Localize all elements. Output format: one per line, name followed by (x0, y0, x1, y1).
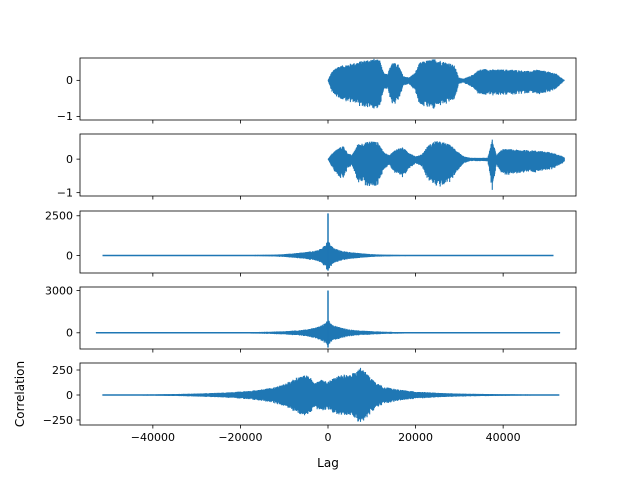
y-tick-label: 0 (66, 389, 73, 402)
x-tick-label: 40000 (486, 431, 521, 444)
panel-signal-1: 0 −1 (57, 57, 577, 124)
y-tick-label: 0 (66, 327, 73, 340)
y-axis: 0 −1 (57, 74, 80, 123)
x-axis: −40000 −20000 0 20000 40000 (131, 425, 521, 444)
y-axis-label: Correlation (13, 361, 27, 427)
x-tick-label: 20000 (398, 431, 433, 444)
y-tick-label: −1 (57, 186, 73, 199)
panel-signal-2: 0 −1 (57, 133, 577, 200)
x-tick-label: −20000 (218, 431, 262, 444)
x-tick-label: −40000 (131, 431, 175, 444)
trace-path (327, 58, 565, 109)
trace-path (101, 241, 554, 270)
x-axis (152, 273, 504, 277)
y-tick-label: 0 (66, 153, 73, 166)
trace-path (95, 320, 561, 345)
signal-1-trace (327, 58, 565, 109)
x-axis-label: Lag (317, 456, 339, 470)
y-axis: 250 0 −250 (43, 364, 80, 427)
y-axis: 3000 0 (45, 284, 80, 340)
autocorrelation-1-trace (101, 213, 554, 271)
y-tick-label: −1 (57, 110, 73, 123)
trace-path (101, 367, 560, 422)
y-tick-label: 0 (66, 74, 73, 87)
panel-autocorrelation-1: 2500 0 (45, 210, 577, 277)
y-tick-label: 250 (52, 364, 73, 377)
x-tick-label: 0 (325, 431, 332, 444)
panel-autocorrelation-2: 3000 0 (45, 284, 577, 353)
y-tick-label: −250 (43, 414, 73, 427)
y-tick-label: 3000 (45, 284, 73, 297)
x-axis (152, 349, 504, 353)
y-tick-label: 2500 (45, 210, 73, 223)
signal-2-trace (327, 139, 565, 190)
trace-path (327, 139, 565, 190)
y-axis: 0 −1 (57, 153, 80, 199)
x-axis (152, 196, 504, 200)
y-axis: 2500 0 (45, 210, 80, 262)
panel-cross-correlation: 250 0 −250 −40000 −20000 0 20000 40000 Lag Cor… (13, 361, 577, 470)
y-tick-label: 0 (66, 249, 73, 262)
cross-correlation-trace (101, 367, 560, 422)
x-axis (152, 120, 504, 124)
autocorrelation-2-trace (95, 290, 561, 348)
